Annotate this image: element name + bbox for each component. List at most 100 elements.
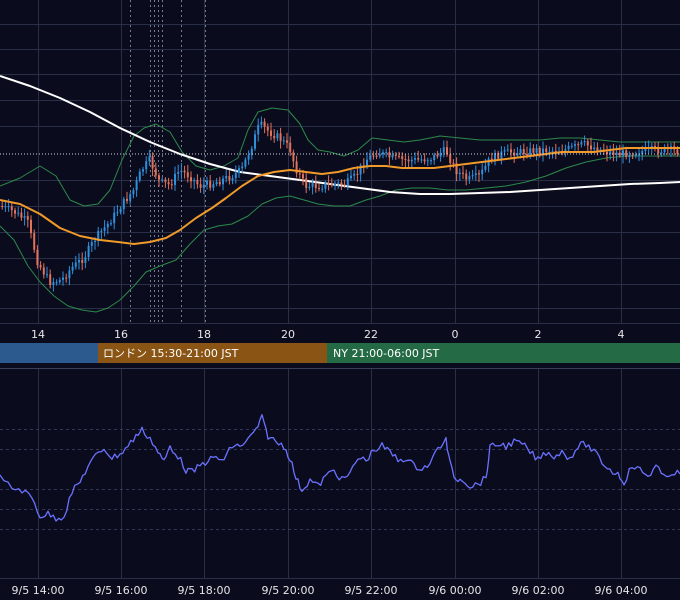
candle-body [353, 173, 356, 176]
date-tick-label: 9/5 20:00 [262, 584, 315, 597]
candle-body [449, 154, 452, 163]
candle-body [343, 184, 346, 186]
price-pane[interactable] [0, 0, 680, 323]
candle-body [276, 133, 279, 139]
candle-body [148, 156, 151, 162]
candle-body [465, 173, 468, 180]
candle-body [580, 142, 583, 145]
candle-body [135, 180, 138, 191]
candle-body [590, 145, 592, 150]
candle-body [279, 133, 282, 141]
candle-body [327, 183, 330, 185]
oscillator-pane[interactable] [0, 368, 680, 579]
candle-body [71, 266, 74, 271]
candle-body [609, 151, 612, 155]
candle-body [394, 154, 397, 156]
candle-body [295, 161, 298, 174]
candle-body [356, 173, 359, 175]
oscillator-line [0, 414, 680, 522]
candle-body [436, 154, 439, 157]
candle-body [170, 184, 173, 186]
candle-body [401, 156, 404, 160]
candle-body [174, 173, 176, 185]
candle-body [164, 179, 167, 183]
candle-body [564, 149, 567, 153]
time-tick-label: 16 [114, 328, 128, 341]
candle-body [183, 170, 186, 173]
candle-body [337, 182, 340, 184]
candle-body [462, 172, 464, 174]
candle-body [212, 184, 215, 188]
candle-body [190, 177, 192, 182]
candle-body [260, 121, 263, 125]
candle-body [410, 159, 413, 162]
candle-body [81, 259, 84, 263]
candlestick-series [1, 116, 680, 292]
date-tick-label: 9/6 02:00 [512, 584, 565, 597]
candle-body [132, 190, 135, 195]
candle-body [474, 173, 477, 176]
candle-body [487, 158, 490, 166]
candle-body [177, 172, 180, 174]
candle-body [58, 279, 61, 283]
candle-body [23, 216, 26, 218]
tokyo-session-band [0, 343, 98, 363]
candle-body [628, 155, 631, 158]
candle-body [202, 184, 205, 188]
candle-body [145, 161, 148, 170]
candle-body [228, 176, 231, 181]
candle-body [74, 262, 77, 267]
candle-body [52, 282, 55, 285]
candle-body [90, 242, 93, 246]
candle-body [110, 223, 112, 225]
candle-body [302, 174, 304, 179]
candle-body [631, 155, 634, 157]
candle-body [622, 150, 624, 156]
newyork-session-band [327, 343, 680, 363]
bollinger-upper-band [0, 107, 680, 207]
candle-body [650, 146, 653, 148]
candle-body [314, 183, 317, 189]
candle-body [238, 168, 240, 173]
time-tick-label: 4 [618, 328, 625, 341]
candle-body [55, 282, 58, 284]
candle-body [516, 153, 519, 156]
candle-body [14, 210, 16, 214]
candle-body [366, 159, 368, 167]
candle-body [522, 149, 525, 155]
candle-body [612, 151, 615, 155]
candle-body [10, 206, 13, 211]
candle-body [391, 154, 394, 158]
candle-body [142, 169, 144, 172]
candle-body [359, 165, 362, 175]
date-tick-label: 9/6 00:00 [429, 584, 482, 597]
candle-body [218, 181, 221, 185]
candle-body [372, 155, 375, 157]
candle-body [244, 159, 247, 167]
candle-body [503, 150, 506, 152]
candle-body [311, 183, 314, 187]
candle-body [209, 180, 212, 188]
candle-body [20, 212, 23, 218]
candle-body [298, 173, 301, 175]
candle-body [161, 179, 164, 181]
candle-body [420, 159, 423, 161]
candle-body [385, 152, 388, 154]
candle-body [324, 183, 327, 189]
candle-body [116, 212, 119, 214]
candle-body [442, 147, 445, 153]
candle-body [122, 198, 125, 210]
candle-body [593, 147, 596, 150]
candle-body [286, 140, 288, 143]
candle-body [215, 181, 218, 185]
candle-body [481, 169, 484, 175]
candle-body [257, 124, 260, 135]
candle-body [199, 184, 202, 188]
candle-body [625, 150, 628, 158]
candle-body [206, 180, 208, 185]
candle-body [247, 155, 250, 160]
candle-body [330, 183, 333, 186]
candle-body [7, 206, 10, 208]
date-tick-label: 9/5 18:00 [178, 584, 231, 597]
candle-body [654, 146, 656, 148]
